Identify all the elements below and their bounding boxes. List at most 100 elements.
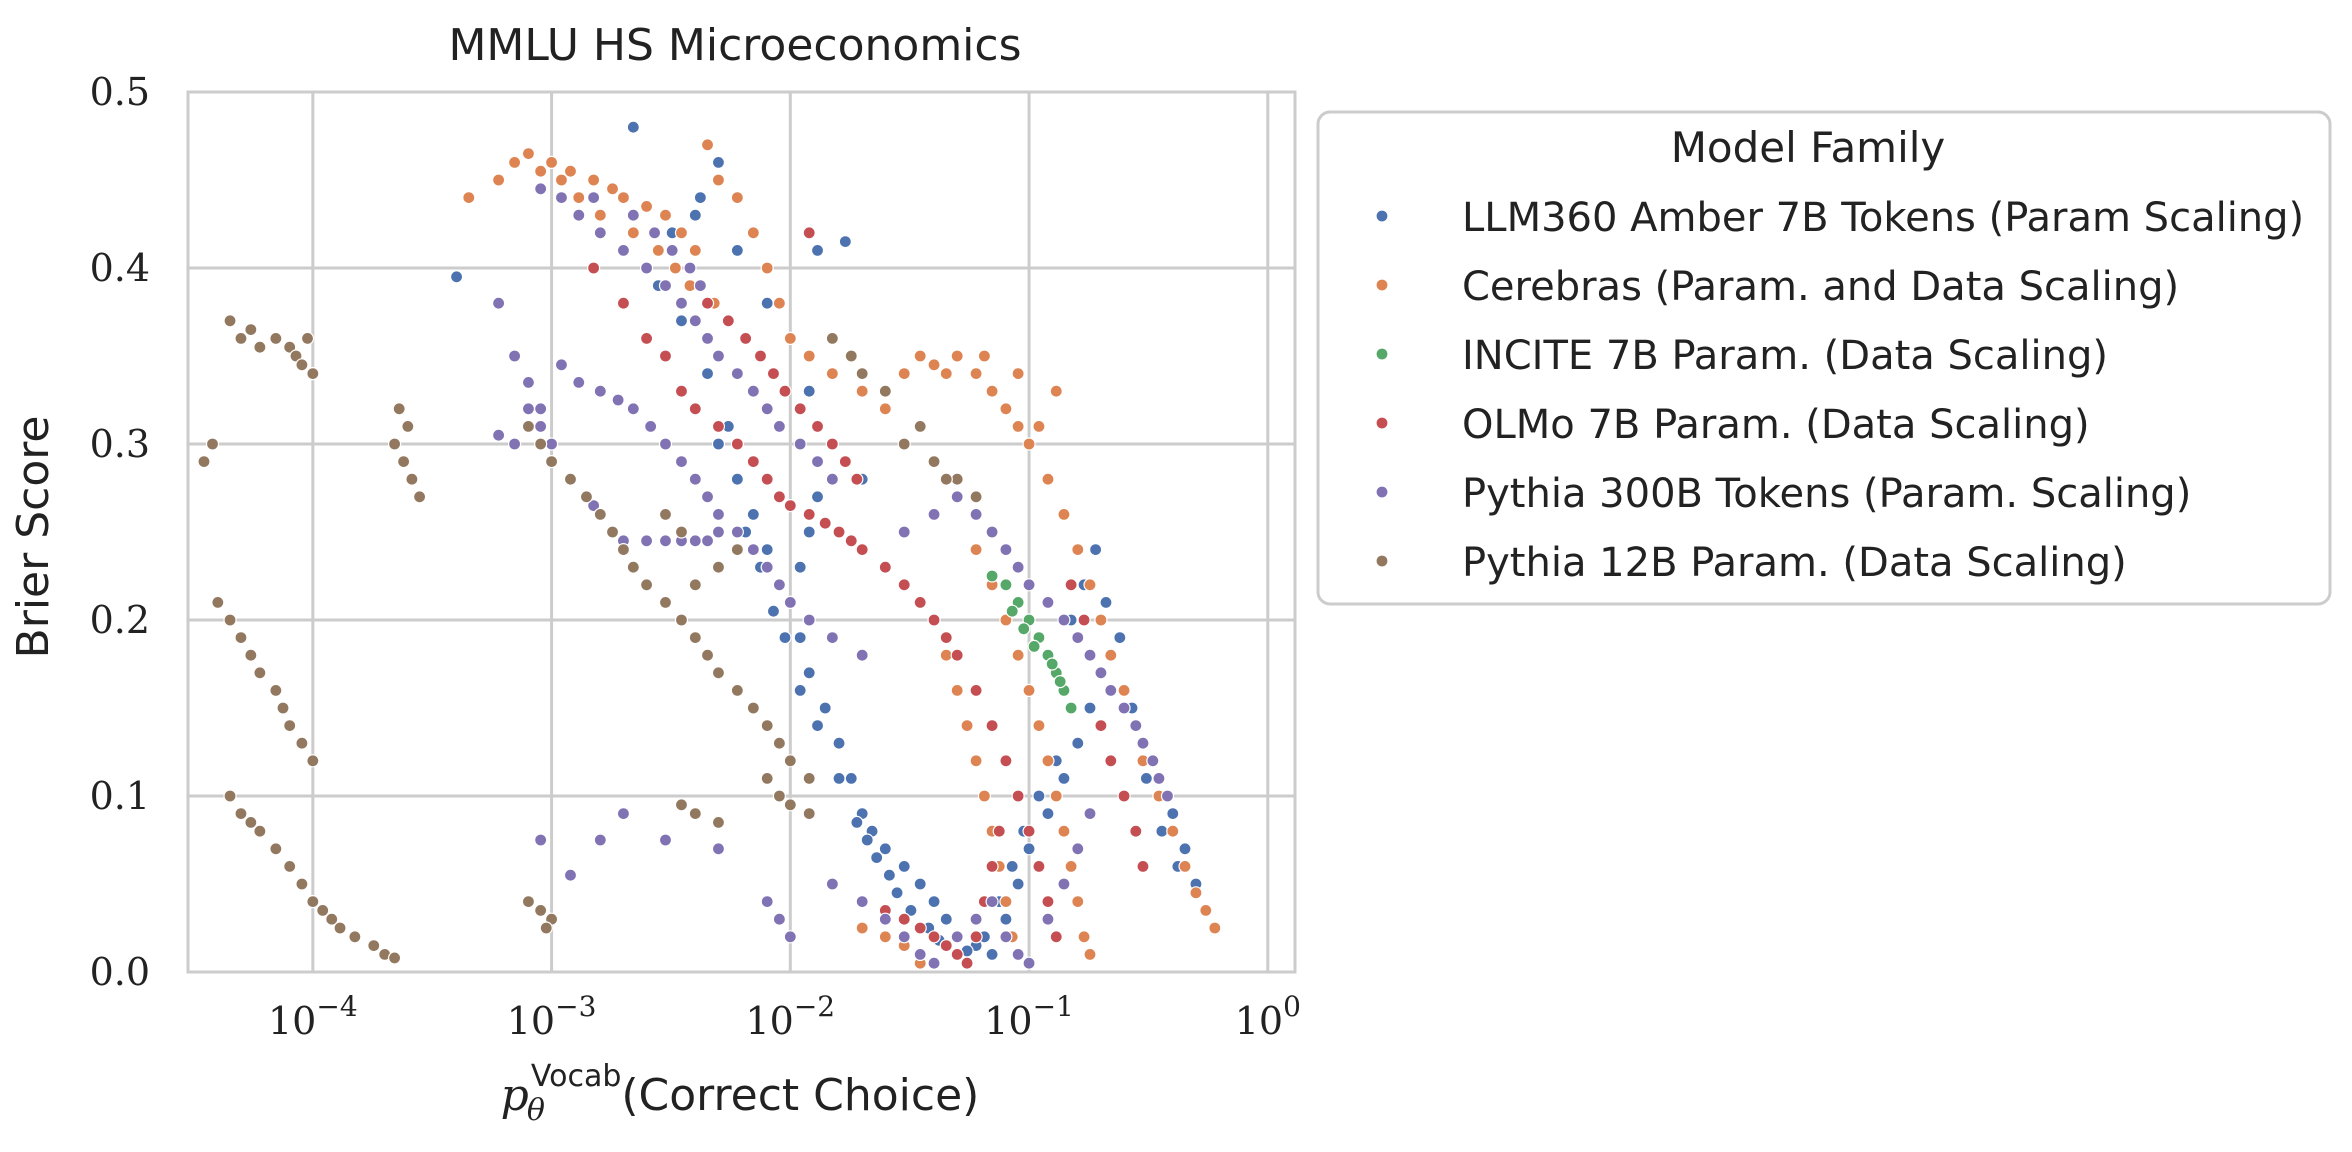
data-point (711, 507, 726, 522)
data-point (730, 525, 744, 539)
data-point (300, 331, 315, 345)
data-point (913, 419, 927, 433)
data-point (760, 718, 774, 733)
data-point (534, 402, 548, 416)
data-point (1083, 578, 1097, 592)
data-point (521, 894, 536, 909)
data-point (639, 331, 654, 345)
data-point (1178, 842, 1192, 856)
grid (188, 90, 1295, 974)
data-point (778, 384, 792, 398)
data-point (1049, 789, 1063, 803)
data-point (688, 208, 702, 222)
data-point (1049, 384, 1063, 398)
data-point (1032, 859, 1046, 874)
data-point (897, 578, 911, 592)
y-axis-ticks: 0.0 0.1 0.2 0.3 0.4 0.5 (90, 70, 150, 994)
data-point (700, 534, 715, 548)
data-point (793, 683, 807, 698)
data-point (802, 384, 816, 398)
data-point (1053, 674, 1067, 689)
data-point (626, 120, 640, 134)
x-tick-exponent: 0 (1283, 990, 1301, 1023)
data-point (593, 507, 607, 522)
data-point (579, 490, 594, 504)
x-axis-label-sup: Vocab (531, 1059, 621, 1094)
data-point (492, 173, 506, 187)
data-point (802, 226, 816, 240)
data-point (1041, 595, 1055, 610)
data-point (927, 613, 941, 627)
data-point (587, 173, 601, 187)
y-axis-label: Brier Score (8, 416, 59, 659)
data-point (593, 833, 607, 847)
data-point (658, 437, 673, 451)
data-point (674, 384, 689, 398)
data-point (810, 490, 825, 504)
data-point (1057, 771, 1071, 786)
data-point (832, 525, 846, 539)
x-tick-label: 100 (1235, 990, 1301, 1043)
chart-title: MMLU HS Microeconomics (448, 20, 1021, 71)
data-point (1071, 630, 1085, 645)
data-point (665, 243, 679, 257)
data-point (554, 358, 569, 372)
data-point (1041, 472, 1055, 486)
data-point (1027, 639, 1041, 654)
data-point (1049, 930, 1063, 944)
data-point (950, 930, 964, 944)
data-point (1083, 648, 1097, 662)
y-tick-label: 0.5 (90, 70, 150, 114)
data-point (651, 243, 665, 257)
data-point (878, 560, 892, 574)
data-point (1041, 894, 1055, 909)
data-point (897, 525, 911, 539)
data-point (825, 630, 839, 645)
data-point (325, 912, 339, 926)
data-point (985, 894, 999, 909)
legend-label: Pythia 12B Param. (Data Scaling) (1462, 540, 2127, 586)
data-point (999, 542, 1013, 557)
x-tick-exponent: −3 (555, 990, 596, 1023)
data-point (927, 894, 941, 909)
data-point (772, 578, 786, 592)
data-point (730, 542, 744, 557)
data-point (772, 736, 786, 750)
data-point (772, 912, 786, 926)
data-point (939, 630, 953, 645)
data-point (1071, 894, 1085, 909)
x-tick-base: 10 (507, 999, 555, 1043)
data-point (534, 182, 548, 196)
data-point (878, 402, 892, 416)
data-point (572, 375, 586, 389)
data-point (1199, 903, 1213, 918)
data-point (392, 402, 406, 416)
data-point (1064, 701, 1078, 715)
legend-marker (1375, 416, 1389, 430)
data-point (1022, 824, 1036, 838)
data-point (960, 718, 974, 733)
data-point (197, 455, 211, 469)
data-point (1117, 789, 1131, 803)
data-point (969, 542, 983, 557)
data-point (810, 243, 825, 257)
data-point (1208, 921, 1222, 935)
data-point (412, 490, 427, 504)
data-point (639, 199, 654, 213)
legend-label: Pythia 300B Tokens (Param. Scaling) (1462, 471, 2191, 517)
data-point (897, 930, 911, 944)
data-point (969, 683, 983, 698)
data-point (521, 419, 536, 433)
data-point (855, 384, 869, 398)
data-point (1178, 859, 1192, 874)
data-point (626, 402, 640, 416)
data-point (850, 472, 864, 486)
data-point (850, 815, 864, 830)
data-point (711, 155, 726, 169)
x-axis-label: pθVocab(Correct Choice) (501, 1059, 980, 1128)
data-point (295, 877, 309, 891)
data-point (730, 683, 744, 698)
data-point (999, 402, 1013, 416)
data-point (977, 789, 991, 803)
